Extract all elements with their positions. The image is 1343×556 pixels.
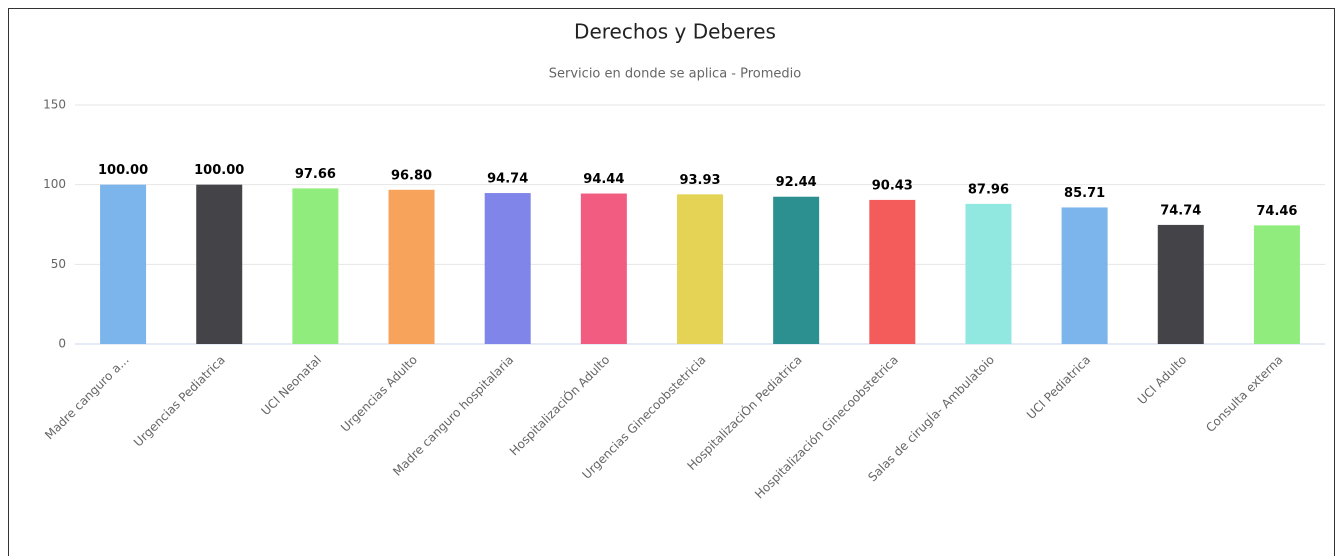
x-tick-label: UCI Neonatal	[259, 353, 324, 418]
data-label: 87.96	[968, 182, 1009, 197]
data-label: 97.66	[295, 167, 336, 182]
data-label: 92.44	[776, 175, 817, 190]
bar	[388, 189, 435, 344]
x-tick-label: UCI Adulto	[1135, 353, 1190, 408]
y-tick-label: 50	[51, 257, 66, 271]
data-label: 74.74	[1160, 203, 1201, 218]
chart-subtitle: Servicio en donde se aplica - Promedio	[549, 67, 802, 82]
data-label: 93.93	[679, 173, 720, 188]
data-label: 94.74	[487, 172, 528, 187]
bar	[869, 199, 916, 344]
bar	[100, 184, 147, 344]
bar	[1061, 207, 1108, 344]
x-tick-label: Urgencias Adulto	[338, 353, 420, 435]
x-tick-label: Madre canguro a...	[42, 353, 132, 443]
chart-title: Derechos y Deberes	[574, 20, 776, 44]
y-tick-label: 0	[58, 337, 66, 351]
data-label: 96.80	[391, 168, 432, 183]
x-tick-label: Urgencias Pediatrica	[131, 353, 228, 450]
chart-border	[8, 8, 1335, 556]
bar	[965, 203, 1012, 344]
y-tick-label: 100	[43, 177, 66, 191]
x-tick-label: HospitalizaciÓn Pediatrica	[684, 352, 805, 473]
data-label: 100.00	[98, 163, 148, 178]
x-tick-label: Consulta externa	[1203, 353, 1285, 435]
bar	[677, 194, 723, 344]
bar	[292, 188, 339, 344]
x-tick-label: HospitalizaciÓn Adulto	[506, 352, 612, 458]
bar	[1253, 225, 1300, 344]
x-tick-label: UCI Pediatrica	[1024, 353, 1093, 422]
bar	[484, 193, 531, 344]
y-tick-label: 150	[43, 98, 66, 112]
bar	[1157, 224, 1204, 344]
bar	[196, 184, 243, 344]
data-label: 74.46	[1256, 204, 1297, 219]
bar	[773, 196, 820, 344]
data-label: 100.00	[194, 163, 244, 178]
data-label: 85.71	[1064, 186, 1105, 201]
data-label: 90.43	[872, 178, 913, 193]
bar	[580, 193, 627, 344]
data-label: 94.44	[583, 172, 624, 187]
